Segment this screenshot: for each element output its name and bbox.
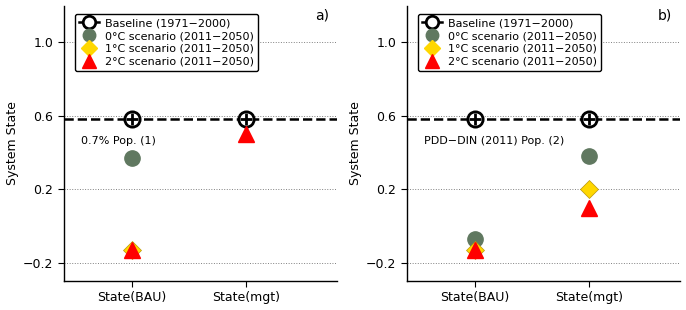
Text: 0.7% Pop. (1): 0.7% Pop. (1) bbox=[82, 136, 156, 146]
Y-axis label: System State: System State bbox=[5, 101, 19, 185]
Y-axis label: System State: System State bbox=[348, 101, 362, 185]
Text: b): b) bbox=[658, 8, 672, 22]
Legend: Baseline (1971−2000), 0°C scenario (2011−2050), 1°C scenario (2011−2050), 2°C sc: Baseline (1971−2000), 0°C scenario (2011… bbox=[418, 14, 601, 71]
Text: a): a) bbox=[316, 8, 329, 22]
Legend: Baseline (1971−2000), 0°C scenario (2011−2050), 1°C scenario (2011−2050), 2°C sc: Baseline (1971−2000), 0°C scenario (2011… bbox=[75, 14, 258, 71]
Text: PDD−DIN (2011) Pop. (2): PDD−DIN (2011) Pop. (2) bbox=[425, 136, 565, 146]
